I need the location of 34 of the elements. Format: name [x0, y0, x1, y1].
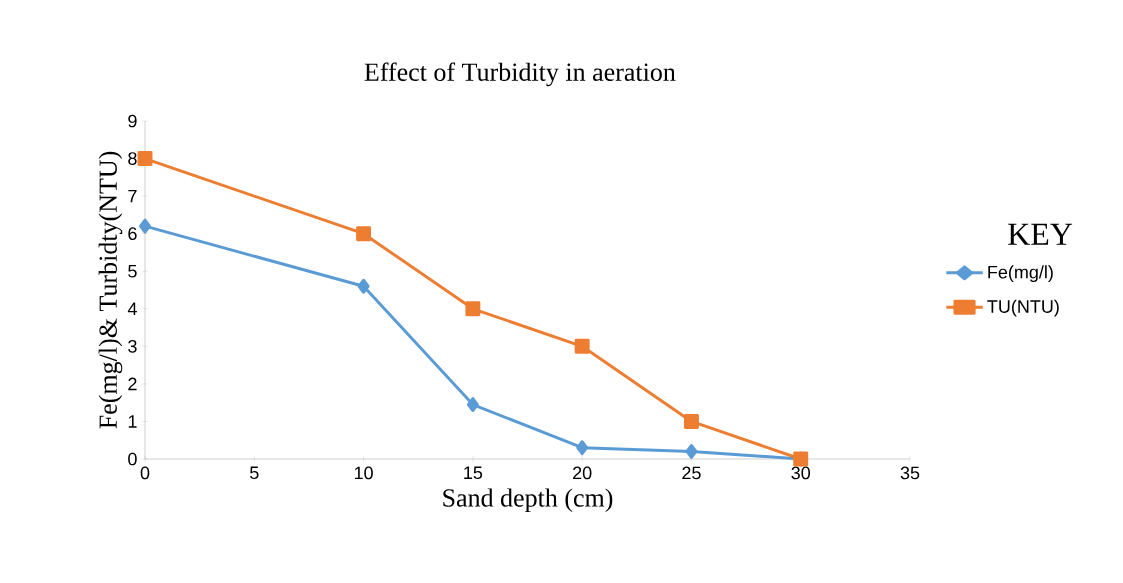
point — [683, 413, 699, 429]
y-tick-label: 8 — [128, 152, 137, 165]
y-tick-label: 1 — [128, 415, 137, 428]
point — [574, 338, 590, 354]
point — [357, 278, 370, 294]
y-axis-title: Fe(mg/l)& Turbidty(NTU) — [98, 151, 123, 429]
y-tick-label: 6 — [128, 227, 137, 241]
chart-title: Effect of Turbidity in aeration — [364, 62, 676, 87]
legend-label: TU(NTU) — [987, 299, 1059, 317]
y-tick-label: 9 — [128, 114, 137, 128]
point — [466, 397, 479, 413]
point — [356, 226, 372, 242]
x-tick-label: 5 — [250, 466, 259, 480]
point — [576, 440, 589, 456]
y-tick-label: 2 — [128, 377, 137, 391]
point — [465, 301, 481, 317]
y-tick-label: 3 — [128, 339, 137, 353]
legend-title: KEY — [1008, 223, 1073, 245]
y-tick-label: 4 — [127, 302, 137, 315]
point — [137, 151, 153, 167]
x-tick-label: 15 — [464, 466, 483, 480]
y-tick-label: 5 — [128, 264, 137, 278]
point — [139, 218, 151, 234]
x-tick-label: 10 — [354, 466, 373, 480]
y-tick-label: 7 — [128, 189, 137, 203]
x-tick-label: 20 — [573, 466, 592, 480]
x-tick-label: 25 — [682, 466, 701, 480]
x-tick-label: 30 — [791, 466, 811, 480]
point — [685, 444, 698, 459]
x-tick-label: 0 — [140, 466, 150, 480]
legend-label: Fe(mg/l) — [988, 265, 1053, 283]
x-axis-title: Sand depth (cm) — [443, 488, 613, 513]
y-tick-label: 0 — [128, 452, 137, 466]
x-tick-label: 35 — [900, 466, 920, 480]
